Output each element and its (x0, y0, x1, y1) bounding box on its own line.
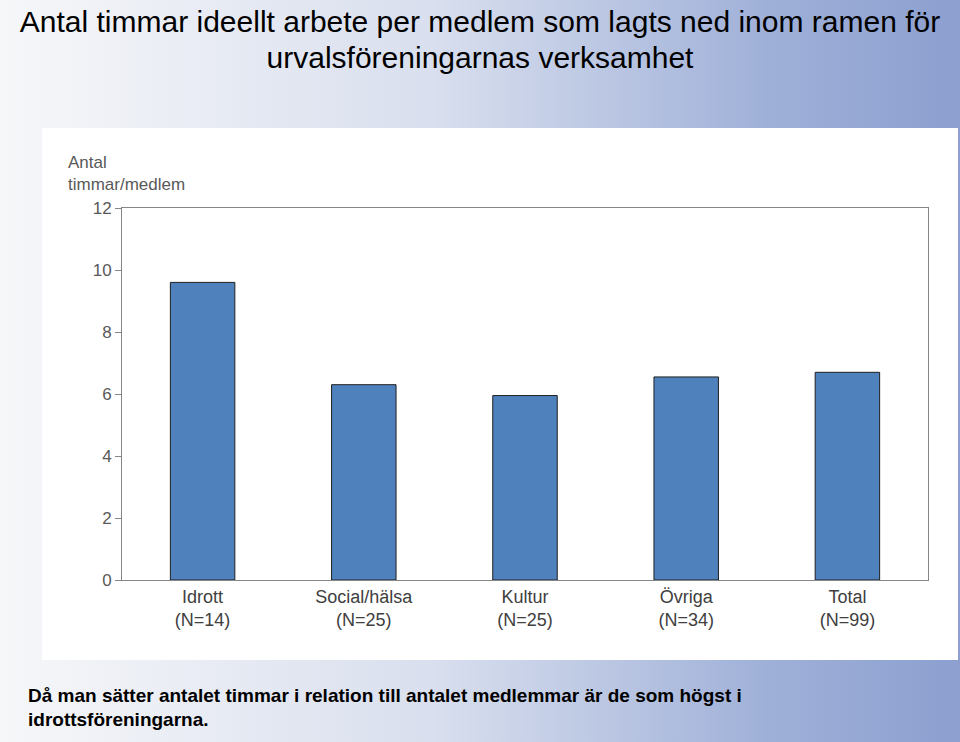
svg-text:Kultur(N=25): Kultur(N=25) (497, 587, 553, 630)
svg-text:6: 6 (102, 385, 111, 404)
svg-text:Total(N=99): Total(N=99) (820, 587, 876, 630)
svg-text:0: 0 (102, 571, 111, 590)
svg-text:2: 2 (102, 509, 111, 528)
svg-text:12: 12 (93, 199, 112, 218)
html-text:Då man sätter antalet timmar i: Då man sätter antalet timmar i relation … (28, 685, 742, 730)
html-text:Antal timmar ideellt arbete pe: Antal timmar ideellt arbete per medlem s… (19, 5, 941, 74)
svg-text:Antaltimmar/medlem: Antaltimmar/medlem (68, 153, 185, 194)
svg-text:Social/hälsa(N=25): Social/hälsa(N=25) (315, 587, 413, 630)
svg-text:Idrott(N=14): Idrott(N=14) (175, 587, 231, 630)
svg-text:8: 8 (102, 323, 111, 342)
svg-text:4: 4 (102, 447, 111, 466)
svg-text:10: 10 (93, 261, 112, 280)
svg-text:Övriga(N=34): Övriga(N=34) (658, 587, 714, 630)
